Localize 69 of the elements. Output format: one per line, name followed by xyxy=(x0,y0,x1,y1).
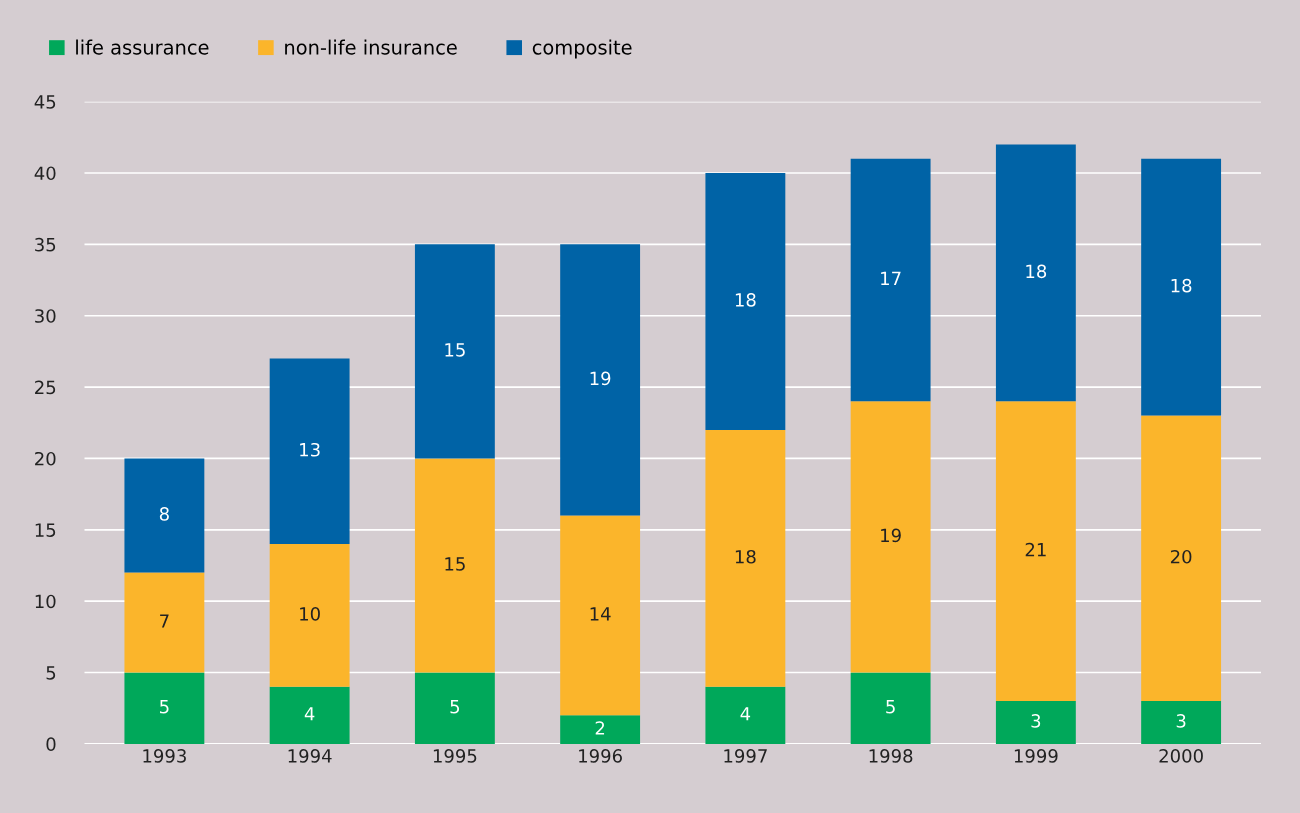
data-label: 14 xyxy=(590,607,611,621)
y-tick-label: 0 xyxy=(46,737,56,752)
data-label: 10 xyxy=(300,607,320,621)
data-label: 13 xyxy=(300,442,320,457)
x-tick-label: 1993 xyxy=(143,749,186,763)
x-tick-label: 1998 xyxy=(869,749,913,763)
data-label: 19 xyxy=(881,528,901,543)
data-label: 2 xyxy=(595,721,605,735)
bar xyxy=(850,158,931,402)
bar xyxy=(1141,158,1222,416)
data-label: 5 xyxy=(886,700,895,714)
data-label: 3 xyxy=(1176,714,1186,728)
data-label: 15 xyxy=(445,343,465,357)
bar xyxy=(124,672,205,744)
data-label: 3 xyxy=(1031,714,1041,728)
bar xyxy=(850,672,931,744)
x-tick-label: 1994 xyxy=(288,749,332,763)
bar xyxy=(995,401,1076,702)
bar xyxy=(1141,701,1222,744)
data-label: 18 xyxy=(735,549,756,564)
y-tick-label: 20 xyxy=(35,451,56,466)
y-tick-label: 15 xyxy=(35,523,56,537)
data-label: 20 xyxy=(1170,549,1192,564)
x-tick-label: 2000 xyxy=(1159,749,1203,763)
y-tick-label: 25 xyxy=(35,380,56,395)
data-label: 18 xyxy=(1026,264,1047,279)
data-label: 4 xyxy=(740,707,751,721)
data-label: 4 xyxy=(304,707,315,721)
y-tick-label: 45 xyxy=(34,95,56,109)
x-tick-label: 1995 xyxy=(433,749,477,763)
bar xyxy=(995,701,1076,744)
data-label: 8 xyxy=(159,507,169,521)
y-tick-label: 35 xyxy=(35,237,56,252)
data-label: 21 xyxy=(1025,542,1046,557)
bar xyxy=(124,458,205,573)
legend-label: non-life insurance xyxy=(285,39,457,55)
bar xyxy=(560,515,641,716)
y-tick-label: 30 xyxy=(35,309,56,323)
x-tick-label: 1999 xyxy=(1014,749,1058,763)
legend-label: composite xyxy=(532,39,632,59)
bar xyxy=(705,686,786,744)
bar xyxy=(269,686,350,744)
bar xyxy=(269,358,350,545)
data-label: 17 xyxy=(881,271,901,286)
bar xyxy=(414,458,495,673)
bar xyxy=(1141,415,1222,702)
data-label: 18 xyxy=(735,293,756,307)
bar xyxy=(414,672,495,744)
x-tick-label: 1996 xyxy=(579,749,622,763)
bar xyxy=(560,715,641,744)
data-label: 5 xyxy=(450,700,460,714)
bar xyxy=(850,401,931,673)
bar xyxy=(124,572,205,673)
bar xyxy=(995,144,1076,402)
data-label: 19 xyxy=(590,371,611,386)
data-label: 15 xyxy=(445,557,465,571)
y-tick-label: 10 xyxy=(35,594,56,609)
bar xyxy=(705,172,786,430)
y-tick-label: 40 xyxy=(34,166,56,181)
bar xyxy=(414,244,495,459)
data-label: 7 xyxy=(160,614,169,628)
data-label: 5 xyxy=(160,700,169,714)
x-tick-label: 1997 xyxy=(724,749,767,763)
bar xyxy=(560,244,641,516)
bar xyxy=(269,544,350,687)
bar xyxy=(705,429,786,687)
data-label: 18 xyxy=(1171,278,1192,293)
y-tick-label: 5 xyxy=(46,666,56,680)
legend-label: life assurance xyxy=(76,39,209,55)
